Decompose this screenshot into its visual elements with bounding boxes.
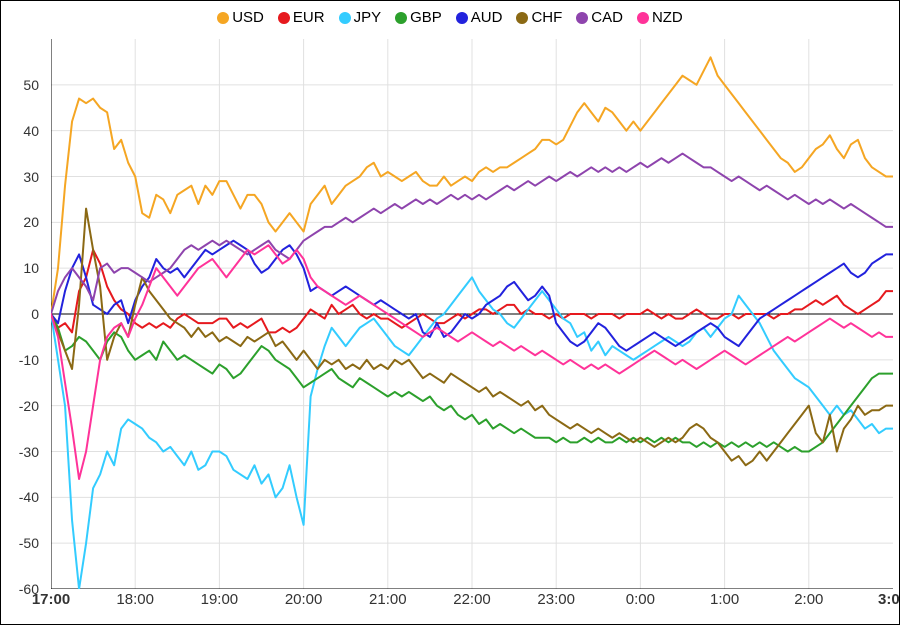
legend-swatch: [516, 12, 528, 24]
legend-label: CHF: [531, 9, 562, 26]
y-tick-label: 30: [23, 169, 39, 185]
x-tick-label: 21:00: [369, 591, 407, 608]
y-tick-label: -50: [19, 535, 39, 551]
legend-swatch: [576, 12, 588, 24]
legend-swatch: [395, 12, 407, 24]
legend-label: EUR: [293, 9, 325, 26]
legend-item-gbp: GBP: [395, 9, 442, 26]
x-tick-label: 2:00: [794, 591, 823, 608]
legend-label: AUD: [471, 9, 503, 26]
x-tick-label: 1:00: [710, 591, 739, 608]
y-tick-label: -30: [19, 444, 39, 460]
chart-legend: USD EUR JPY GBP AUD CHF CAD NZD: [1, 9, 899, 26]
y-tick-label: 10: [23, 260, 39, 276]
y-tick-label: 40: [23, 123, 39, 139]
legend-item-eur: EUR: [278, 9, 325, 26]
legend-label: GBP: [410, 9, 442, 26]
legend-item-chf: CHF: [516, 9, 562, 26]
x-tick-label: 20:00: [285, 591, 323, 608]
x-tick-label: 23:00: [537, 591, 575, 608]
legend-item-nzd: NZD: [637, 9, 683, 26]
y-tick-label: 20: [23, 214, 39, 230]
legend-item-usd: USD: [217, 9, 264, 26]
x-tick-label: 3:00: [878, 591, 900, 608]
legend-swatch: [339, 12, 351, 24]
chart-plot-area: [51, 39, 893, 589]
legend-item-aud: AUD: [456, 9, 503, 26]
legend-label: CAD: [591, 9, 623, 26]
x-tick-label: 17:00: [32, 591, 70, 608]
legend-item-cad: CAD: [576, 9, 623, 26]
x-tick-label: 0:00: [626, 591, 655, 608]
x-tick-label: 22:00: [453, 591, 491, 608]
legend-swatch: [217, 12, 229, 24]
x-tick-label: 19:00: [201, 591, 239, 608]
legend-label: JPY: [354, 9, 382, 26]
legend-label: NZD: [652, 9, 683, 26]
y-axis-labels: -60-50-40-30-20-1001020304050: [1, 39, 45, 589]
y-tick-label: 50: [23, 77, 39, 93]
legend-swatch: [278, 12, 290, 24]
legend-swatch: [456, 12, 468, 24]
x-tick-label: 18:00: [116, 591, 154, 608]
chart-svg: [51, 39, 893, 589]
legend-swatch: [637, 12, 649, 24]
y-tick-label: -40: [19, 489, 39, 505]
legend-item-jpy: JPY: [339, 9, 382, 26]
y-tick-label: 0: [31, 306, 39, 322]
legend-label: USD: [232, 9, 264, 26]
y-tick-label: -10: [19, 352, 39, 368]
y-tick-label: -20: [19, 398, 39, 414]
